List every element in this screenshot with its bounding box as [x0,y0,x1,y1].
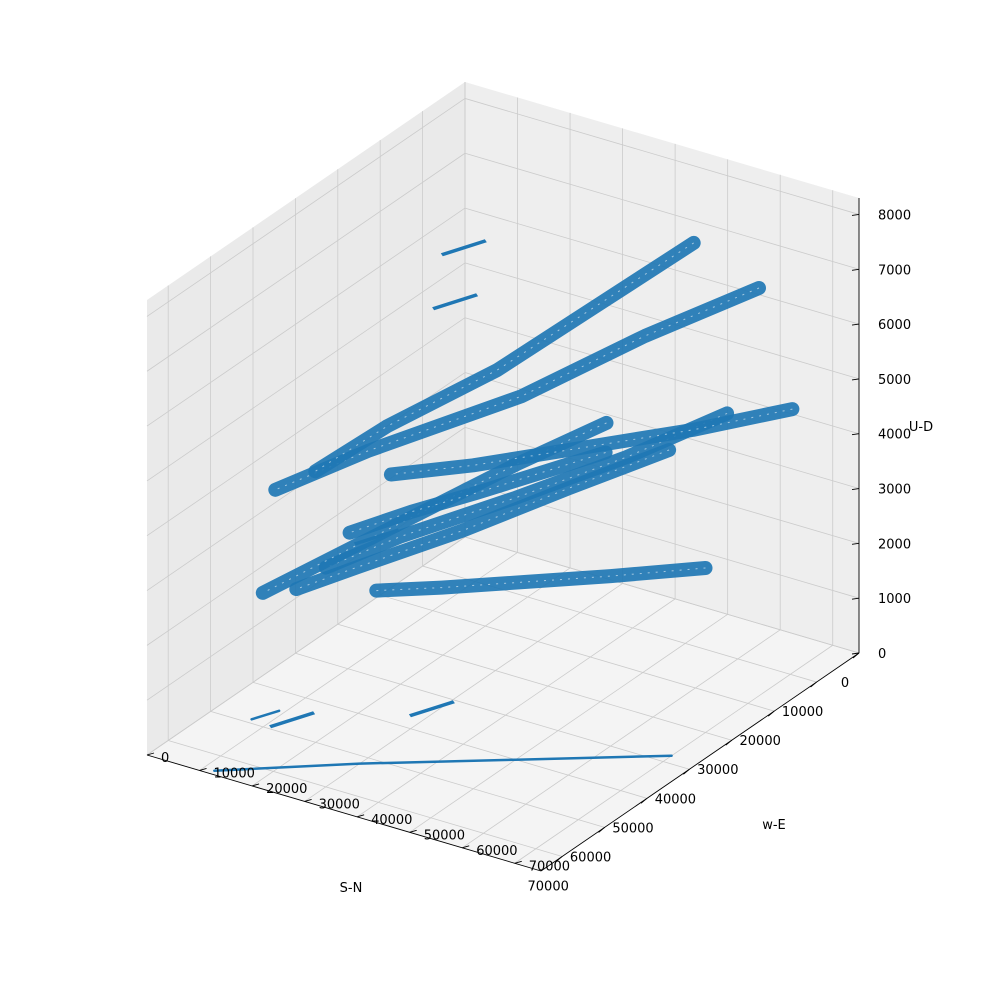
right-pane [465,82,859,653]
x-tick-mark [555,856,563,862]
isolated-patch-3 [353,528,400,546]
grid-line-y [514,644,833,864]
grid-line-y [304,583,623,802]
grid-line-z [146,427,466,646]
isolated-patch-4 [269,711,316,729]
y-tick-label: 20000 [266,782,307,797]
z-tick-label: 2000 [878,537,911,552]
z-tick-label: 7000 [878,263,911,278]
isolated-patch-2 [432,293,479,311]
x-axis-label: S-N [340,881,363,896]
grid-line-x [210,711,605,828]
grid-line-y [409,614,728,833]
z-tick-mark [851,652,860,655]
grid-line-x [380,594,775,712]
x-tick-mark [598,827,605,833]
y-tick-label: 30000 [319,797,360,812]
grid-line-y [461,629,781,849]
y-tick-mark [304,798,312,802]
x-tick-mark [852,652,860,659]
grid-line-z [146,262,466,482]
x-tick-mark [640,797,648,804]
z-tick-label: 8000 [878,208,911,223]
grid-line-x [252,681,648,799]
x-tick-label: 20000 [740,734,781,749]
z-tick-mark [851,378,860,381]
z-tick-label: 3000 [878,483,911,498]
y-tick-mark [251,783,260,787]
y-axis-line [146,754,542,872]
grid-line-z [464,536,860,654]
y-tick-label: 60000 [476,844,517,859]
x-tick-label: 70000 [528,880,569,895]
z-tick-mark [851,323,860,326]
x-tick-mark [725,739,733,746]
y-tick-mark [462,845,470,849]
x-tick-mark [683,768,690,775]
z-tick-mark [851,597,860,600]
fault-surface-6 [383,402,800,482]
x-tick-label: 10000 [782,705,823,720]
z-tick-mark [851,542,860,545]
z-tick-label: 6000 [878,318,911,333]
z-tick-label: 5000 [878,373,911,388]
grid-line-z [146,152,466,372]
z-axis-label: U-D [909,420,933,435]
isolated-patch-1 [440,239,487,257]
grid-line-z [146,98,466,317]
fault-surface-hatching-8 [349,452,606,534]
z-tick-mark [851,488,860,490]
y-axis-label: w-E [762,818,786,833]
grid-line-y [356,598,676,818]
x-tick-label: 40000 [655,792,696,807]
fault-surface-4 [289,443,677,597]
floor-trace-2 [250,709,281,721]
z-tick-label: 4000 [878,428,911,443]
grid-line-x [337,623,732,741]
x-tick-label: 0 [841,676,849,691]
grid-line-x [168,740,563,857]
x-tick-label: 60000 [570,850,611,865]
y-tick-mark [514,860,522,864]
grid-line-z [146,317,466,537]
grid-line-x [295,652,690,770]
grid-line-z [464,426,860,544]
isolated-patch-5 [408,700,455,718]
fault-surface-hatching-2 [315,242,694,472]
axis-lines [146,198,860,872]
z-tick-mark [851,268,860,271]
x-tick-mark [810,681,817,688]
z-tick-label: 0 [878,647,886,662]
y-tick-mark [199,768,207,771]
floor-trace-1 [213,754,673,772]
z-tick-mark [851,214,860,216]
tick-labels: 0100002000030000400005000060000700000100… [146,208,911,895]
y-tick-mark [146,752,155,756]
grid-line-z [146,207,466,427]
grid-line-z [464,152,860,270]
z-tick-mark [851,433,860,436]
grid-line-y [251,567,571,787]
x-tick-label: 50000 [612,821,653,836]
fault-surface-hatching-3 [325,412,728,569]
y-tick-label: 40000 [371,813,412,828]
x-tick-label: 30000 [697,763,738,778]
y-tick-mark [357,814,365,818]
fault-surface-7 [369,561,713,598]
x-axis-line [540,652,860,872]
surface-data [213,235,800,772]
x-tick-mark [767,710,775,717]
y-tick-label: 70000 [529,859,570,874]
y-tick-mark [409,829,417,833]
y-tick-label: 50000 [424,828,465,843]
grid-line-z [464,98,860,215]
grid-line-z [146,536,466,756]
y-tick-label: 10000 [214,767,255,782]
z-tick-label: 1000 [878,592,911,607]
y-tick-label: 0 [161,751,169,766]
grid-line-z [464,262,860,380]
